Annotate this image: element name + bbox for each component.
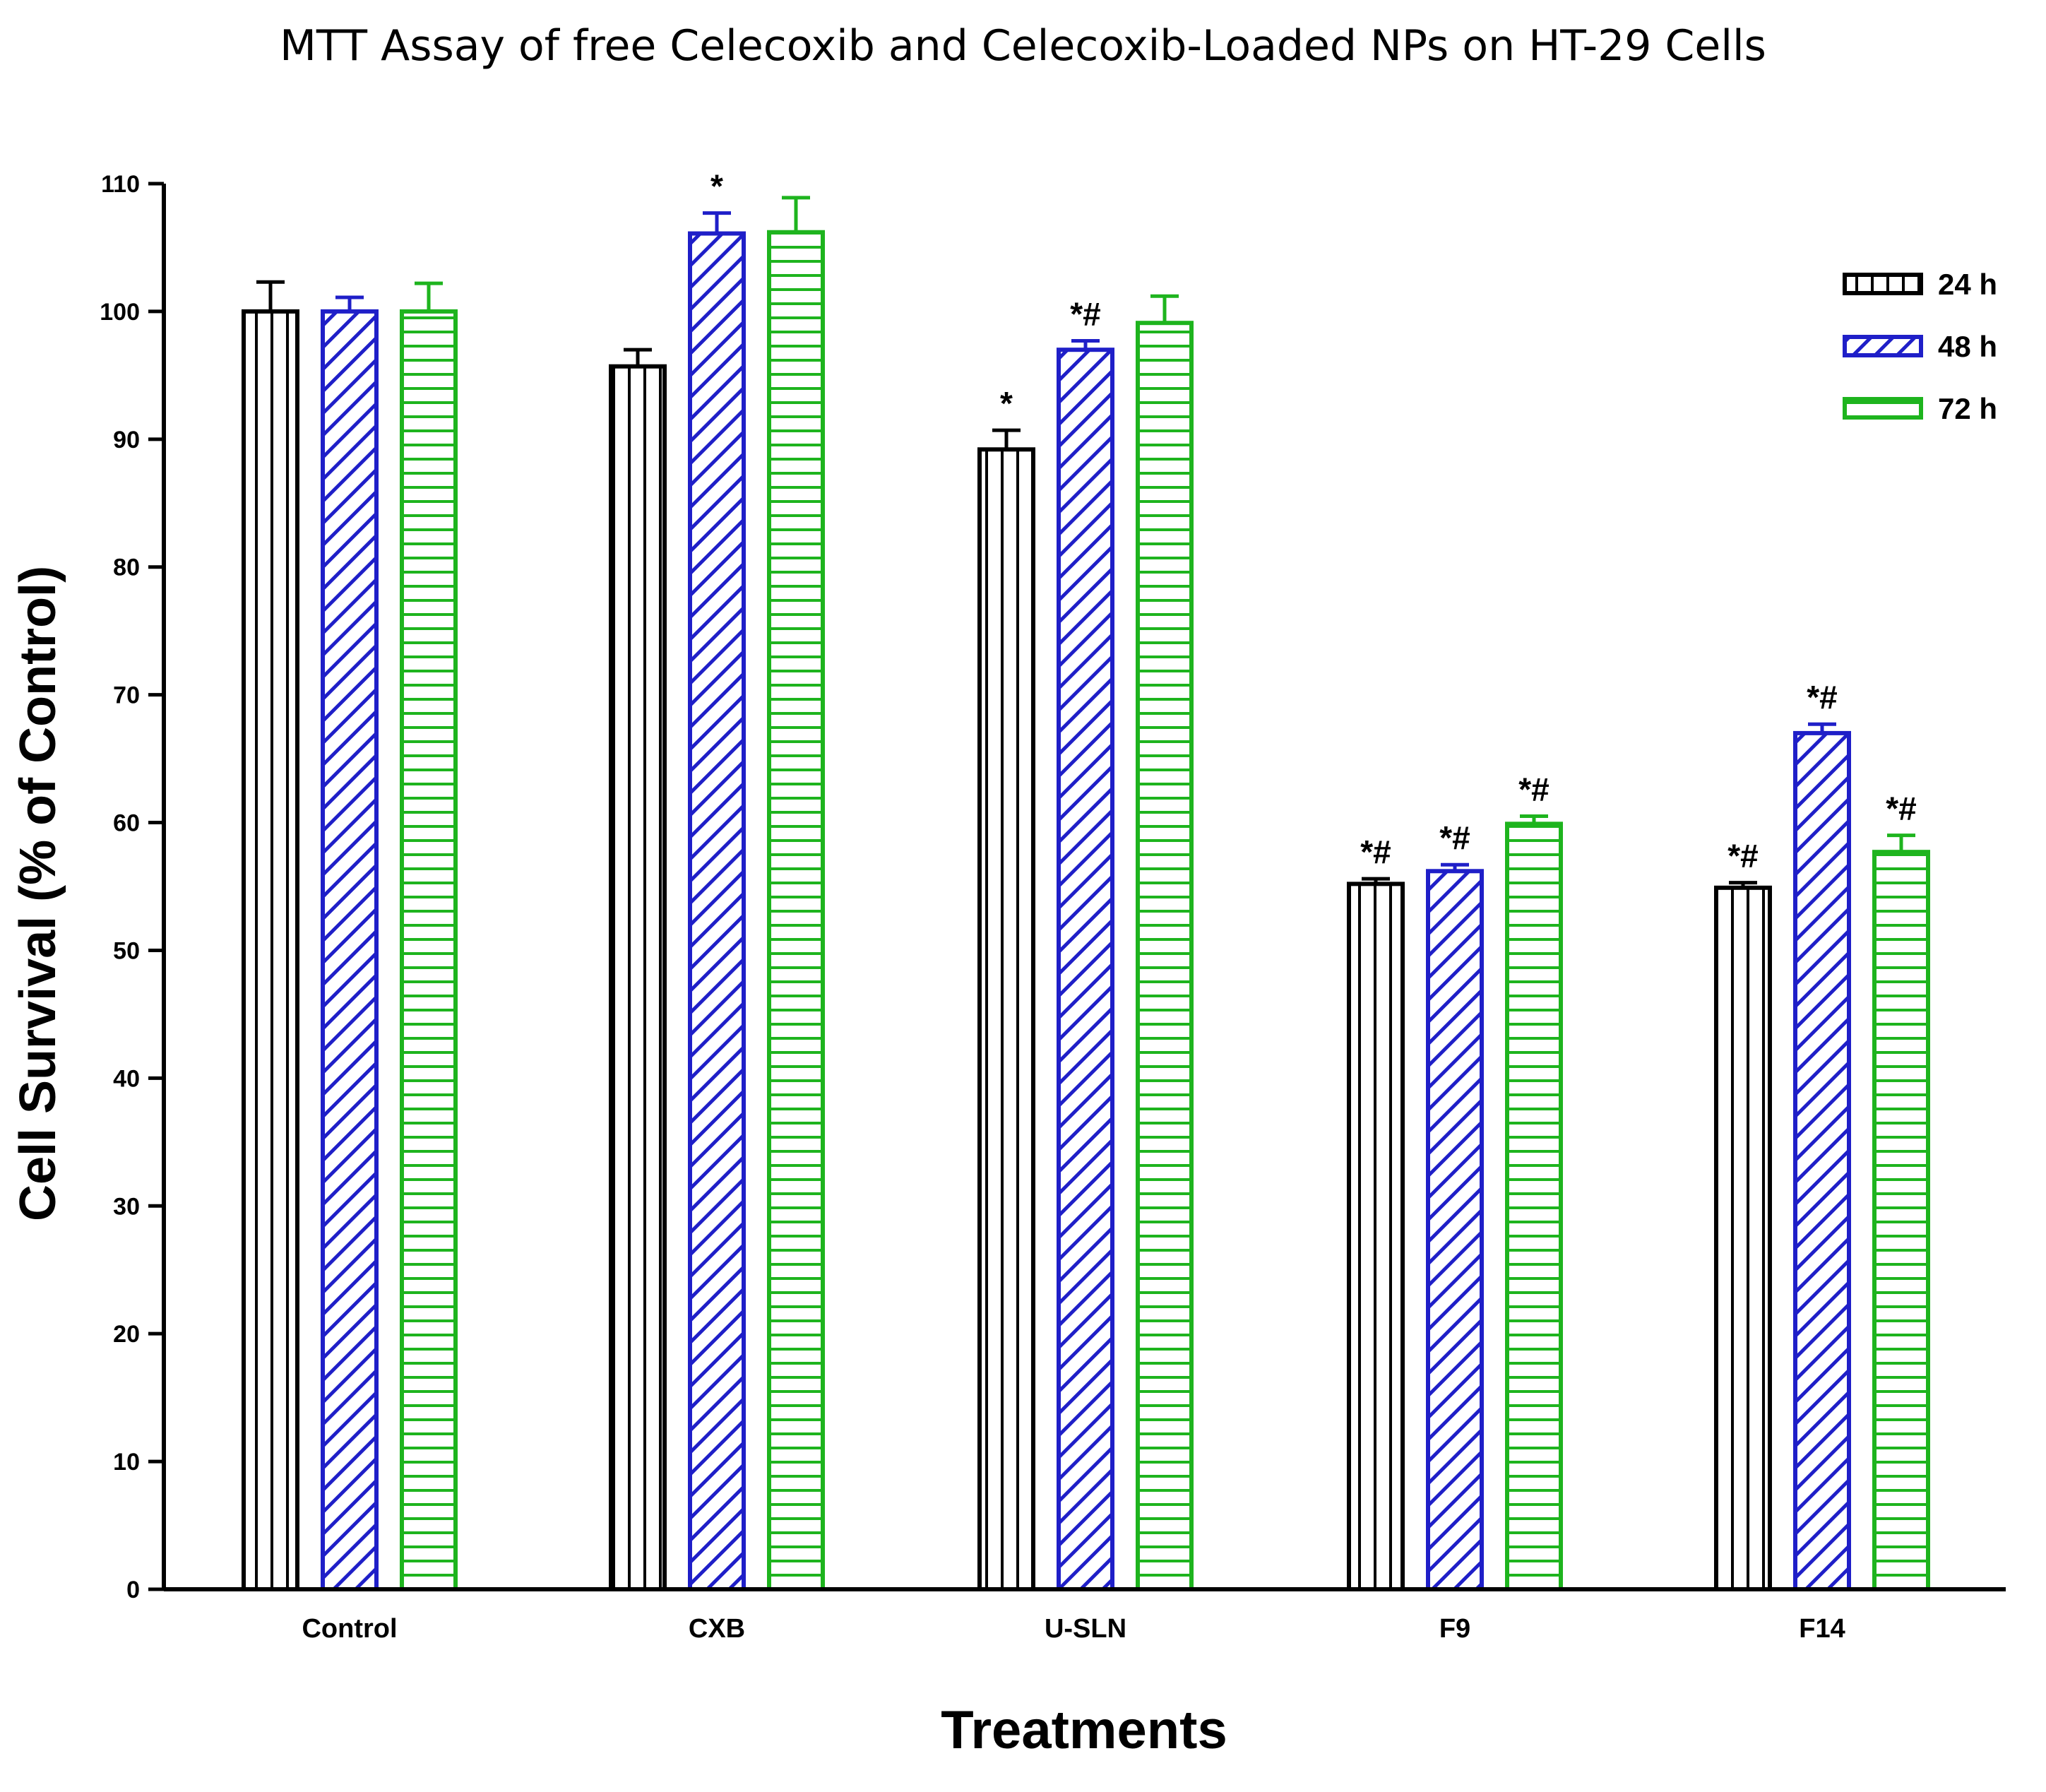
x-tick-label: Control bbox=[302, 1614, 397, 1644]
bar bbox=[767, 230, 825, 1591]
bar bbox=[1505, 821, 1563, 1591]
significance-label: * bbox=[1000, 385, 1013, 422]
legend-swatch bbox=[1843, 397, 1923, 420]
y-tick-label: 100 bbox=[100, 299, 140, 326]
y-tick-label: 60 bbox=[113, 810, 140, 837]
significance-label: *# bbox=[1360, 833, 1391, 870]
x-tick-label: F14 bbox=[1799, 1614, 1845, 1644]
y-tick-label: 10 bbox=[113, 1449, 140, 1476]
y-tick-label: 80 bbox=[113, 554, 140, 581]
bar bbox=[977, 447, 1035, 1591]
x-tick-label: U-SLN bbox=[1045, 1614, 1126, 1644]
significance-label: * bbox=[710, 168, 723, 205]
y-tick-label: 0 bbox=[126, 1577, 140, 1603]
legend-swatch bbox=[1843, 335, 1923, 357]
y-tick-label: 70 bbox=[113, 682, 140, 709]
significance-label: *# bbox=[1518, 771, 1549, 808]
bar bbox=[688, 231, 746, 1591]
bar bbox=[609, 364, 667, 1592]
legend-label: 24 h bbox=[1938, 268, 1997, 301]
significance-label: *# bbox=[1807, 679, 1837, 716]
bar bbox=[1347, 882, 1405, 1591]
bar bbox=[1426, 869, 1484, 1591]
legend-label: 48 h bbox=[1938, 330, 1997, 363]
chart-title: MTT Assay of free Celecoxib and Celecoxi… bbox=[280, 21, 1766, 71]
y-tick-label: 110 bbox=[101, 171, 140, 198]
y-tick-label: 50 bbox=[113, 937, 140, 964]
x-axis-title: Treatments bbox=[941, 1700, 1227, 1760]
y-tick-label: 20 bbox=[113, 1321, 140, 1348]
significance-label: *# bbox=[1727, 838, 1758, 874]
bar bbox=[1136, 321, 1194, 1591]
legend-swatch bbox=[1843, 273, 1923, 295]
bar bbox=[1793, 730, 1851, 1591]
legend-label: 72 h bbox=[1938, 392, 1997, 425]
bar bbox=[1872, 850, 1930, 1591]
significance-label: *# bbox=[1886, 790, 1916, 827]
x-tick-label: F9 bbox=[1439, 1614, 1470, 1644]
bar bbox=[1057, 348, 1114, 1592]
significance-label: *# bbox=[1439, 819, 1470, 856]
bar bbox=[1714, 885, 1772, 1591]
bar bbox=[321, 309, 379, 1592]
y-tick-label: 30 bbox=[113, 1193, 140, 1220]
y-tick-label: 90 bbox=[113, 427, 140, 453]
x-tick-label: CXB bbox=[689, 1614, 745, 1644]
significance-label: *# bbox=[1070, 296, 1100, 333]
bar bbox=[400, 309, 458, 1592]
y-axis-title: Cell Survival (% of Control) bbox=[10, 566, 66, 1221]
bar bbox=[242, 309, 299, 1592]
y-tick-label: 40 bbox=[113, 1065, 140, 1092]
